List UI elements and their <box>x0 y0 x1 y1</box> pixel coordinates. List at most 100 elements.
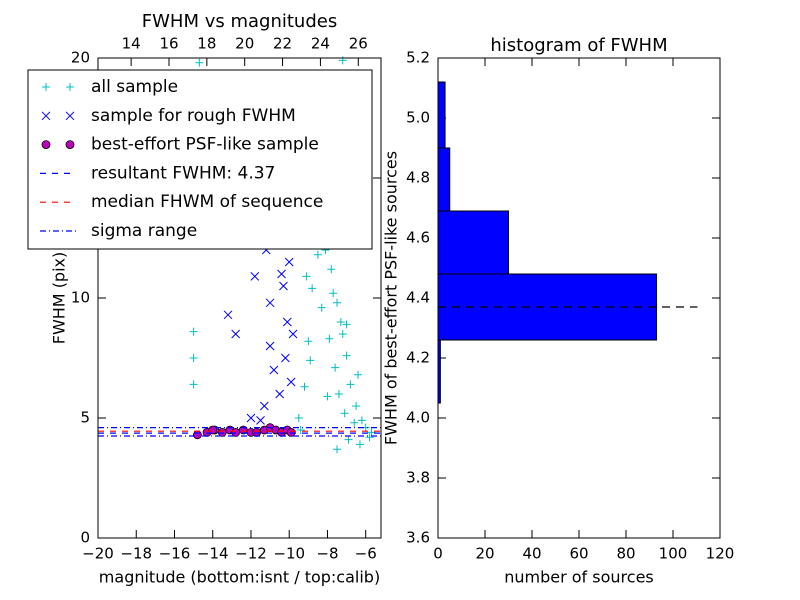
point <box>365 433 374 442</box>
point <box>327 265 336 274</box>
legend-label: resultant FWHM: 4.37 <box>91 163 275 183</box>
point <box>41 140 51 150</box>
point <box>265 298 275 308</box>
point <box>340 409 349 418</box>
point <box>346 380 355 389</box>
point <box>277 269 286 279</box>
point <box>189 354 198 362</box>
point <box>217 427 227 437</box>
point <box>300 382 309 391</box>
point <box>331 363 340 372</box>
y-tick-label: 5.0 <box>406 109 430 127</box>
point <box>195 58 204 67</box>
point <box>333 298 342 307</box>
y-tick-label: 20 <box>71 49 90 67</box>
x-tick-label: 120 <box>706 545 735 563</box>
bar <box>437 81 446 149</box>
point <box>252 427 262 437</box>
point <box>294 414 303 422</box>
point <box>65 140 75 150</box>
x2-tick-label: 20 <box>235 35 254 53</box>
x-tick-label: −18 <box>120 545 152 563</box>
x-tick-label: 100 <box>659 545 688 563</box>
point <box>223 310 233 320</box>
point <box>231 329 241 339</box>
point <box>269 365 279 375</box>
x-tick-label: −12 <box>235 545 267 563</box>
legend-label: sigma range <box>91 221 197 241</box>
point <box>344 435 353 444</box>
point <box>323 392 332 401</box>
legend-label: sample for rough FWHM <box>91 106 296 126</box>
x2-tick-label: 22 <box>273 35 292 53</box>
x2-tick-label: 26 <box>349 35 368 53</box>
point <box>317 303 326 312</box>
x-tick-label: 60 <box>569 545 588 563</box>
point <box>355 440 364 449</box>
point <box>231 427 241 437</box>
point <box>296 426 305 434</box>
legend-label: best-effort PSF-like sample <box>91 135 319 155</box>
point <box>288 329 298 339</box>
y-tick-label: 4.8 <box>406 169 430 187</box>
x-axis-label: magnitude (bottom:isnt / top:calib) <box>99 568 380 587</box>
point <box>333 445 342 454</box>
x-axis-label: number of sources <box>504 568 654 587</box>
y-tick-label: 10 <box>71 289 90 307</box>
point <box>286 427 296 437</box>
x-tick-label: −8 <box>316 545 338 563</box>
point <box>65 111 75 121</box>
point <box>41 111 51 121</box>
point <box>357 416 366 425</box>
point <box>336 318 345 326</box>
legend-label: all sample <box>91 77 178 97</box>
x-tick-label: 40 <box>522 545 541 563</box>
point <box>66 83 74 91</box>
y-axis-label: FWHM of best-effort PSF-like sources <box>382 151 401 445</box>
point <box>284 257 294 267</box>
x-tick-label: 0 <box>433 545 443 563</box>
y-axis-label: FWHM (pix) <box>50 252 69 345</box>
legend: all sample sample for rough FWHM best-effo… <box>27 69 373 250</box>
point <box>308 284 317 293</box>
y-tick-label: 3.6 <box>406 529 430 547</box>
point <box>354 370 363 379</box>
point <box>302 272 311 281</box>
point <box>306 356 315 365</box>
x-tick-label: −10 <box>273 545 305 563</box>
legend-box <box>27 69 373 250</box>
chart-title: histogram of FWHM <box>490 35 667 56</box>
chart-title: FWHM vs magnitudes <box>142 11 337 32</box>
y-tick-label: 4.2 <box>406 349 430 367</box>
legend-label: median FHWM of sequence <box>91 192 323 212</box>
y-tick-label: 4.6 <box>406 229 430 247</box>
x-tick-label: −6 <box>355 545 377 563</box>
point <box>350 418 359 427</box>
point <box>342 320 351 329</box>
y-tick-label: 5.2 <box>406 49 430 67</box>
axes-frame <box>97 57 382 539</box>
x2-tick-label: 16 <box>159 35 178 53</box>
point <box>260 401 269 411</box>
bar <box>437 147 451 212</box>
point <box>338 330 347 338</box>
x-tick-label: 20 <box>475 545 494 563</box>
y-tick-label: 4.0 <box>406 409 430 427</box>
point <box>246 413 256 423</box>
point <box>367 428 376 437</box>
point <box>208 425 218 435</box>
y-tick-label: 5 <box>80 409 90 427</box>
bar <box>437 210 509 275</box>
point <box>286 377 296 387</box>
point <box>325 334 334 343</box>
point <box>275 389 285 399</box>
y-tick-label: 4.4 <box>406 289 430 307</box>
x2-tick-label: 24 <box>311 35 330 53</box>
point <box>250 272 260 281</box>
point <box>282 317 292 327</box>
x2-tick-label: 18 <box>197 35 216 53</box>
y-tick-label: 3.8 <box>406 469 430 487</box>
x-tick-label: −20 <box>82 545 114 563</box>
